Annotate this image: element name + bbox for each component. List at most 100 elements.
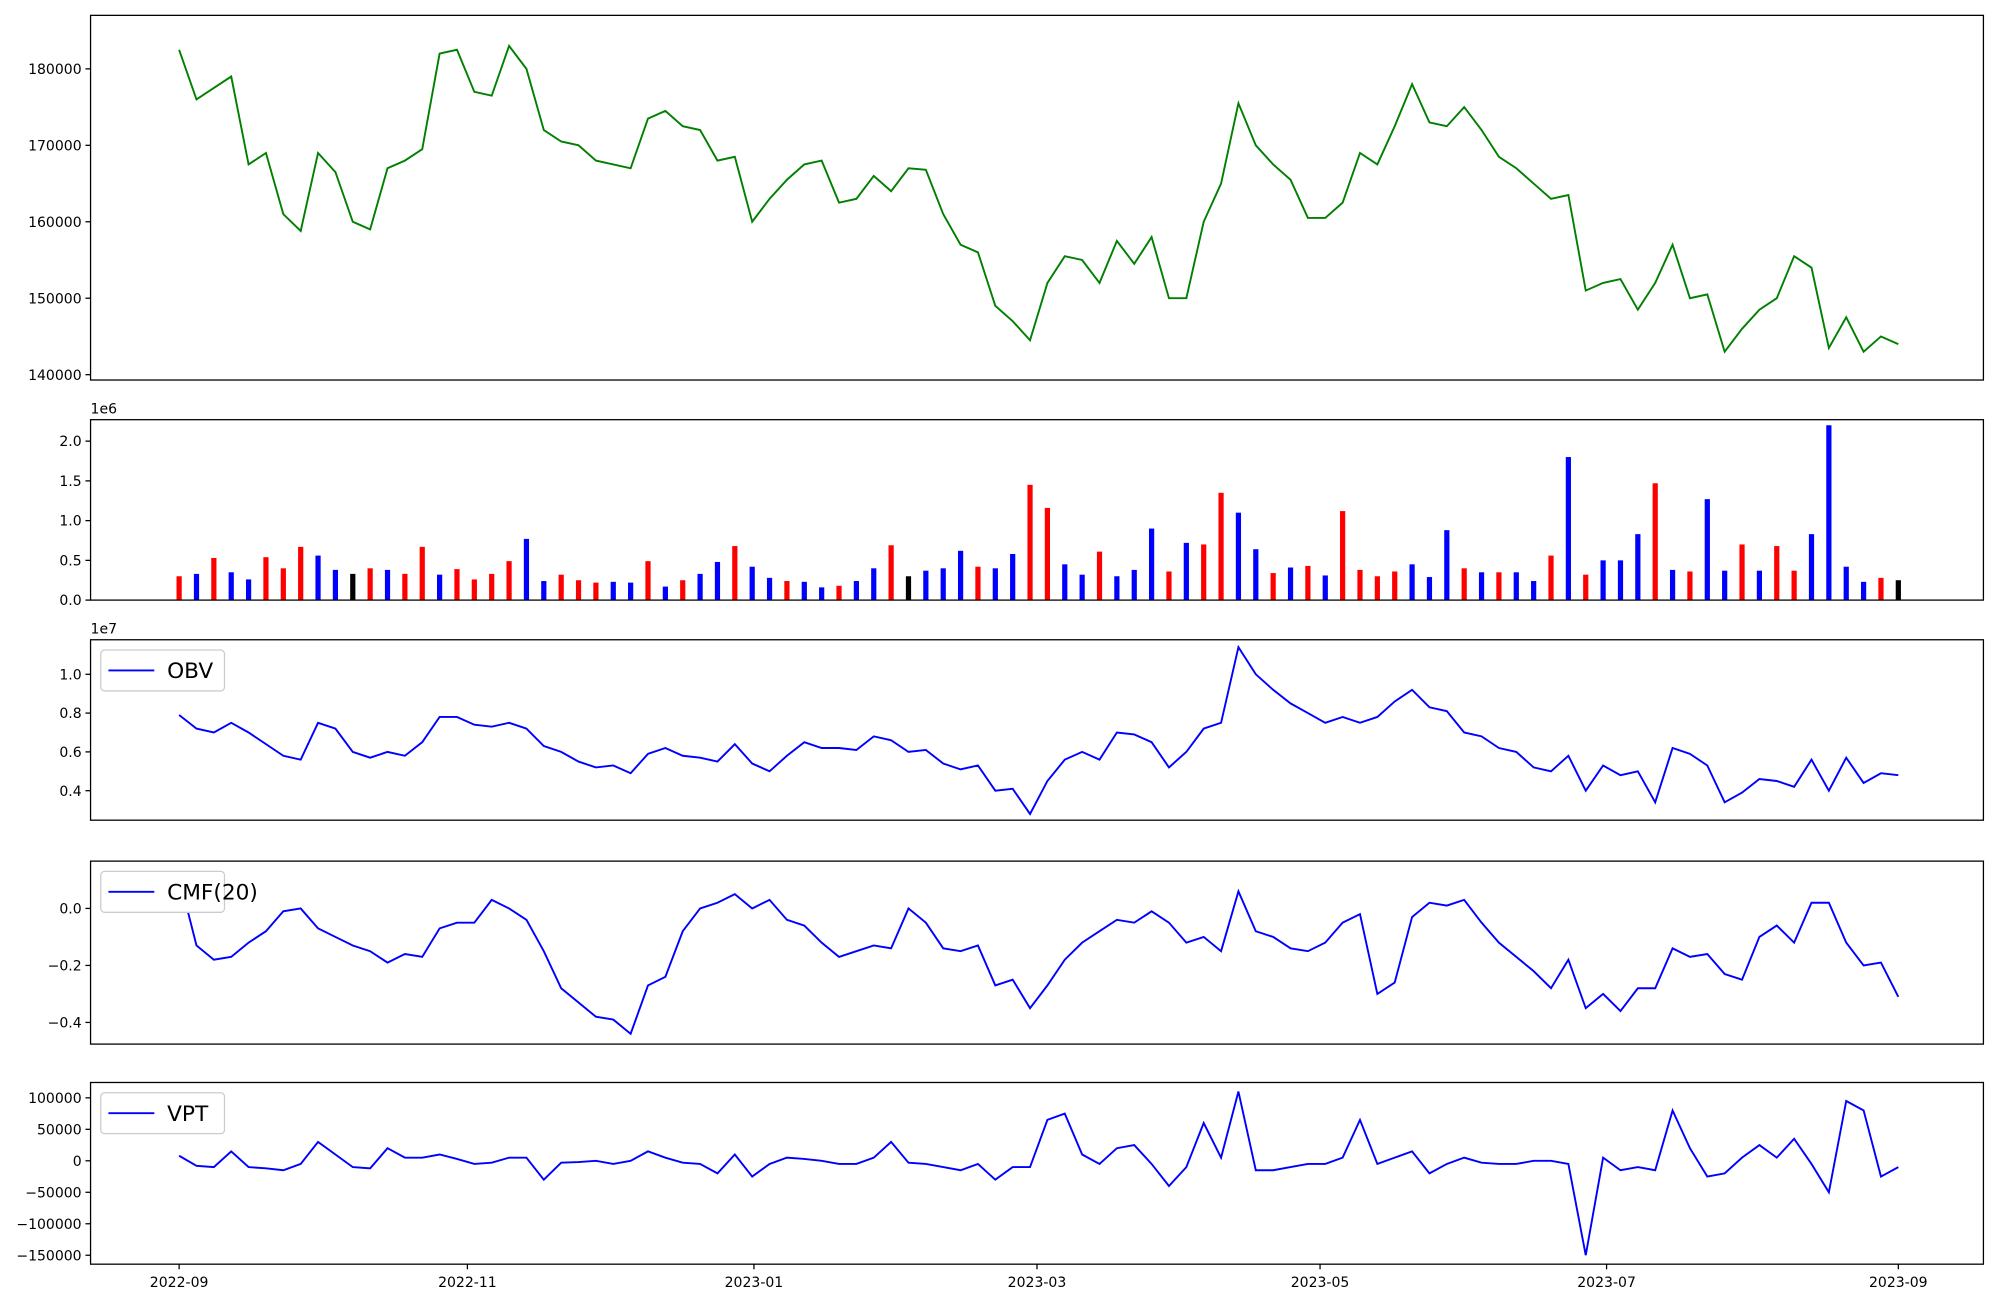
bar xyxy=(1079,574,1085,601)
bar xyxy=(1826,425,1832,601)
bar xyxy=(575,580,582,601)
bar xyxy=(367,568,373,601)
legend-label: CMF(20) xyxy=(167,880,258,905)
legend-box xyxy=(100,649,226,692)
bar xyxy=(228,572,234,601)
bar xyxy=(610,581,616,601)
bar xyxy=(888,545,894,601)
x-tick-label: 2023-07 xyxy=(1577,1275,1636,1291)
y-tick-label: 0.8 xyxy=(59,706,81,722)
bar xyxy=(402,573,408,601)
bar xyxy=(1513,572,1519,601)
y-tick-label: 1.0 xyxy=(59,667,81,683)
panel: 0.0 0.5 1.0 1.5 2.0 1e6 xyxy=(59,401,1985,609)
bar xyxy=(662,586,668,601)
bar xyxy=(853,581,859,601)
bar xyxy=(714,561,721,601)
bar xyxy=(350,573,356,601)
bar xyxy=(1704,499,1710,601)
offset-label: 1e6 xyxy=(91,401,118,417)
bar xyxy=(1878,577,1884,601)
bar xyxy=(1791,570,1797,601)
x-tick-label: 2022-11 xyxy=(438,1275,497,1291)
bar xyxy=(836,585,842,601)
bar xyxy=(419,546,425,601)
y-tick-label: 0.5 xyxy=(59,553,81,569)
bar xyxy=(315,555,321,601)
bar xyxy=(1565,457,1571,601)
panel: 140000 150000 160000 170000 180000 xyxy=(28,14,1985,384)
bar xyxy=(1114,576,1120,601)
legend-label: OBV xyxy=(167,659,213,684)
panel: −0.4 −0.2 0.0 CMF(20) xyxy=(48,860,1985,1045)
bar xyxy=(766,577,773,601)
bar xyxy=(992,568,998,601)
bar xyxy=(1270,573,1276,601)
y-tick-label: 0.4 xyxy=(59,784,81,800)
bar xyxy=(1461,568,1467,601)
line-series xyxy=(178,876,1900,1036)
bar xyxy=(1635,534,1641,601)
bar xyxy=(489,573,495,601)
bar xyxy=(940,568,946,601)
y-tick-label: −150000 xyxy=(16,1248,81,1264)
x-tick-label: 2023-01 xyxy=(725,1275,784,1291)
y-tick-label: −0.2 xyxy=(48,959,82,975)
bar xyxy=(819,587,825,601)
bar xyxy=(263,557,269,601)
bar xyxy=(1687,571,1693,601)
plot-frame xyxy=(89,419,1985,601)
panel: 0.4 0.6 0.8 1.0 1e7 OBV xyxy=(59,621,1985,821)
bar xyxy=(1131,569,1137,601)
bar xyxy=(1739,544,1745,601)
plot-frame xyxy=(89,1081,1985,1265)
bar xyxy=(1010,554,1016,601)
bar xyxy=(871,568,877,601)
bar xyxy=(193,573,200,601)
bar xyxy=(1548,555,1554,601)
y-tick-label: 50000 xyxy=(37,1122,82,1138)
bar xyxy=(732,546,738,601)
y-tick-label: 0.0 xyxy=(59,902,81,918)
y-tick-label: 150000 xyxy=(28,291,82,307)
y-tick-label: 2.0 xyxy=(59,434,81,450)
bar xyxy=(1166,571,1172,601)
bar xyxy=(176,576,182,601)
bar xyxy=(280,568,286,601)
bar xyxy=(1860,581,1867,601)
x-tick-label: 2022-09 xyxy=(150,1275,209,1291)
bar xyxy=(211,557,217,601)
y-tick-label: 170000 xyxy=(28,138,82,154)
bar xyxy=(923,570,929,601)
x-tick-label: 2023-09 xyxy=(1869,1275,1928,1291)
bar xyxy=(1478,572,1485,601)
bar xyxy=(437,574,443,601)
bar xyxy=(1444,530,1450,601)
bar xyxy=(645,561,651,601)
y-tick-label: −0.4 xyxy=(48,1016,82,1032)
bar xyxy=(957,550,964,601)
y-tick-label: −100000 xyxy=(16,1217,81,1233)
bar xyxy=(1322,575,1328,601)
bar xyxy=(471,579,477,601)
bar xyxy=(1774,546,1780,601)
bar xyxy=(454,569,460,601)
x-tick-label: 2023-03 xyxy=(1008,1275,1067,1291)
legend: OBV xyxy=(100,649,226,692)
bar xyxy=(1218,492,1224,601)
y-tick-label: 140000 xyxy=(28,368,82,384)
y-tick-label: −50000 xyxy=(25,1185,81,1201)
bar xyxy=(1895,580,1901,601)
bar xyxy=(975,566,981,601)
bar xyxy=(1583,574,1589,601)
y-tick-label: 0 xyxy=(73,1154,82,1170)
line-series xyxy=(178,644,1899,816)
bar xyxy=(1044,507,1051,601)
bar xyxy=(332,569,339,601)
bar xyxy=(1062,564,1068,601)
legend-box xyxy=(100,870,226,913)
bar xyxy=(384,569,391,601)
offset-label: 1e7 xyxy=(91,621,117,637)
